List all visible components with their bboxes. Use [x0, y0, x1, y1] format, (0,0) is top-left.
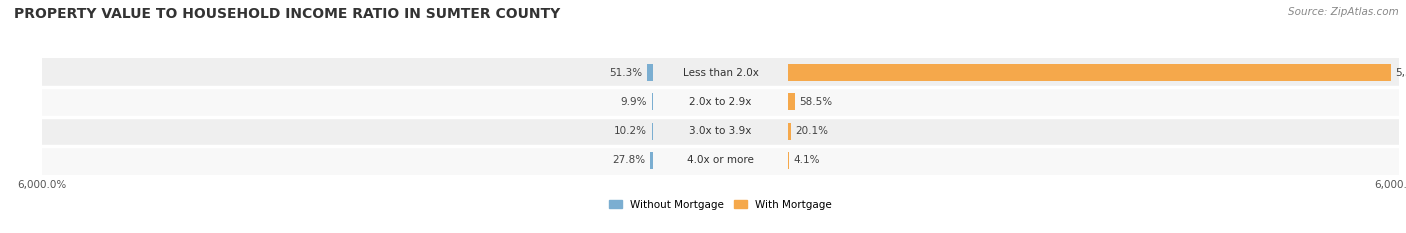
Text: 10.2%: 10.2% — [614, 126, 647, 136]
Text: PROPERTY VALUE TO HOUSEHOLD INCOME RATIO IN SUMTER COUNTY: PROPERTY VALUE TO HOUSEHOLD INCOME RATIO… — [14, 7, 561, 21]
Text: 3.0x to 3.9x: 3.0x to 3.9x — [689, 126, 752, 136]
Text: 51.3%: 51.3% — [609, 68, 643, 78]
Bar — [789, 93, 794, 110]
Bar — [647, 64, 652, 81]
Text: 9.9%: 9.9% — [620, 97, 647, 107]
Bar — [789, 123, 790, 140]
Text: 4.1%: 4.1% — [793, 155, 820, 165]
Legend: Without Mortgage, With Mortgage: Without Mortgage, With Mortgage — [605, 195, 837, 214]
Text: 4.0x or more: 4.0x or more — [688, 155, 754, 165]
Text: 5,329.6%: 5,329.6% — [1396, 68, 1406, 78]
Text: 27.8%: 27.8% — [612, 155, 645, 165]
Bar — [42, 87, 1399, 116]
Text: 20.1%: 20.1% — [796, 126, 828, 136]
Bar — [42, 58, 1399, 87]
Text: 2.0x to 2.9x: 2.0x to 2.9x — [689, 97, 752, 107]
Bar — [42, 116, 1399, 146]
Bar — [42, 146, 1399, 175]
Bar — [789, 64, 1391, 81]
Text: Less than 2.0x: Less than 2.0x — [683, 68, 758, 78]
Bar — [650, 152, 652, 169]
Text: Source: ZipAtlas.com: Source: ZipAtlas.com — [1288, 7, 1399, 17]
Text: 58.5%: 58.5% — [800, 97, 832, 107]
